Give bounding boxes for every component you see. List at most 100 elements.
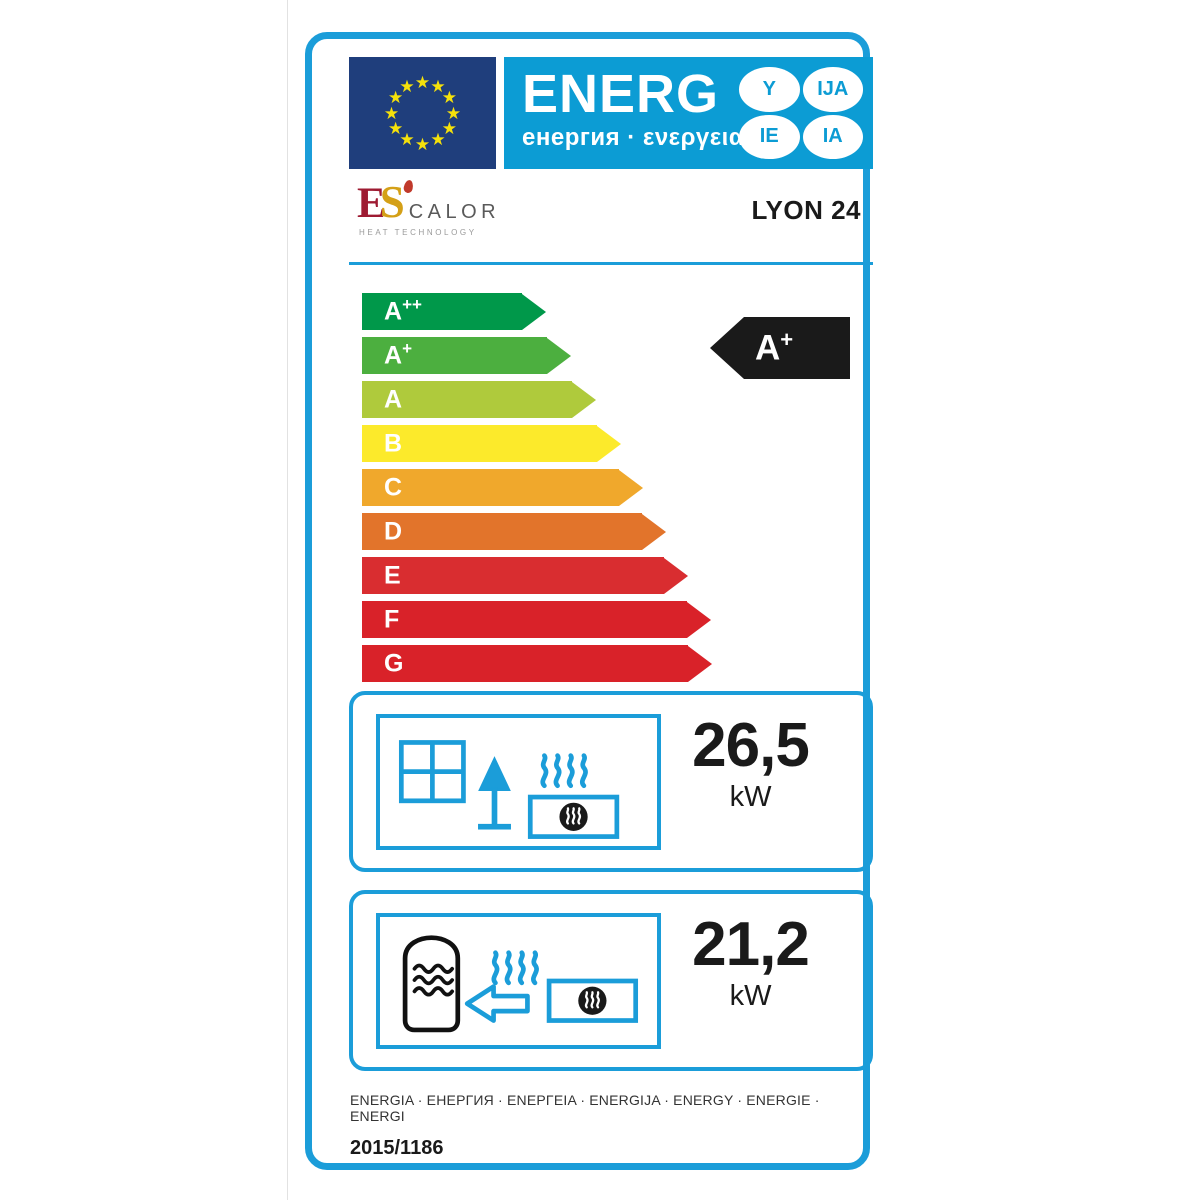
water-heating-unit: kW xyxy=(729,980,772,1012)
water-tank-icon xyxy=(402,935,461,1033)
scale-bar-label: A+ xyxy=(384,338,412,369)
model-name: LYON 24 xyxy=(751,195,861,225)
scale-bar-tip xyxy=(688,645,712,682)
scale-bar-tip xyxy=(522,293,546,330)
scale-bar-C: C xyxy=(362,469,712,506)
scale-bar-superscript: + xyxy=(402,338,412,358)
scale-bar-body xyxy=(362,513,642,550)
eu-star-icon: ★ xyxy=(430,76,446,96)
scale-bar-Aplus: A+ xyxy=(362,337,712,374)
scale-bar-F: F xyxy=(362,601,712,638)
scale-bar-tip xyxy=(642,513,666,550)
scale-bar-tip xyxy=(619,469,643,506)
room-heating-icon-panel xyxy=(376,714,661,850)
scale-bar-label: D xyxy=(384,517,403,545)
rating-badge-text: A+ xyxy=(755,328,793,368)
scale-bar-body xyxy=(362,425,597,462)
scale-bar-body xyxy=(362,601,687,638)
eu-star-icon: ★ xyxy=(414,72,431,92)
up-arrow-icon xyxy=(478,756,511,830)
scale-bar-label: F xyxy=(384,605,400,633)
scale-bar-Aplusplus: A++ xyxy=(362,293,712,330)
stove-icon xyxy=(527,794,620,839)
energ-circle-y: Y xyxy=(739,67,800,112)
scale-bar-body xyxy=(362,557,664,594)
scale-bar-body xyxy=(362,645,688,682)
heat-waves-icon xyxy=(491,950,539,986)
eu-star-icon: ★ xyxy=(399,130,415,150)
rating-superscript: + xyxy=(780,326,794,352)
efficiency-scale: A++ A+ A B C D E F G xyxy=(362,293,712,689)
scale-bar-E: E xyxy=(362,557,712,594)
energ-circle-ija: IJA xyxy=(802,67,863,112)
scale-bar-label: C xyxy=(384,473,403,501)
escalor-logo: E S CALOR HEAT TECHNOLOGY xyxy=(357,177,501,243)
energ-title: ENERG xyxy=(522,64,720,124)
left-arrow-icon xyxy=(464,984,530,1023)
scale-bar-body xyxy=(362,293,522,330)
energ-circle-ia: IA xyxy=(802,114,863,159)
scale-bar-tip xyxy=(597,425,621,462)
page-edge-line xyxy=(287,0,288,1200)
room-heating-value-group: 26,5 kW xyxy=(658,711,843,814)
eu-star-icon: ★ xyxy=(445,103,462,123)
energ-language-circles: Y IJA IE IA xyxy=(739,67,863,159)
room-heating-value: 26,5 xyxy=(692,711,810,780)
stove-icon xyxy=(546,978,639,1023)
logo-tagline: HEAT TECHNOLOGY xyxy=(359,228,477,237)
logo-letter-e: E xyxy=(357,180,386,227)
eu-star-icon: ★ xyxy=(441,119,457,138)
scale-bar-label: B xyxy=(384,429,403,457)
scale-bar-label: A++ xyxy=(384,294,422,325)
scale-bar-body xyxy=(362,381,572,418)
scale-bar-D: D xyxy=(362,513,712,550)
eu-star-icon: ★ xyxy=(388,119,404,138)
scale-bar-G: G xyxy=(362,645,712,682)
water-heating-box: 21,2 kW xyxy=(349,890,873,1071)
scale-bar-tip xyxy=(664,557,688,594)
rating-badge: A+ xyxy=(710,317,850,379)
water-heating-diagram xyxy=(402,935,639,1033)
brand-row: E S CALOR HEAT TECHNOLOGY LYON 24 xyxy=(349,177,873,253)
scale-bar-label: G xyxy=(384,649,404,677)
footer-regulation: 2015/1186 xyxy=(350,1137,444,1159)
scale-bar-body xyxy=(362,469,619,506)
eu-star-icon: ★ xyxy=(441,88,457,107)
eu-star-icon: ★ xyxy=(430,130,446,150)
scale-bar-body xyxy=(362,337,547,374)
scale-bar-superscript: ++ xyxy=(402,294,422,314)
rating-badge-arrow-icon xyxy=(710,317,850,379)
eu-star-icon: ★ xyxy=(399,76,415,96)
room-heating-box: 26,5 kW xyxy=(349,691,873,872)
scale-bar-tip xyxy=(572,381,596,418)
water-heating-icon-panel xyxy=(376,913,661,1049)
eu-flag-icon: ★ ★ ★ ★ ★ ★ ★ ★ ★ ★ ★ ★ xyxy=(349,57,496,169)
window-icon xyxy=(398,740,466,804)
energ-banner: ENERG енергия · ενεργεια Y IJA IE IA xyxy=(504,57,873,169)
energ-subtitle: енергия · ενεργεια xyxy=(522,124,745,151)
energ-wordmark: ENERG енергия · ενεργεια xyxy=(522,65,744,153)
scale-bar-tip xyxy=(687,601,711,638)
energ-circle-ie: IE xyxy=(739,114,800,159)
scale-bar-A: A xyxy=(362,381,712,418)
header-separator xyxy=(349,262,873,265)
logo-word-calor: CALOR xyxy=(408,201,501,223)
heat-waves-icon xyxy=(540,753,588,789)
eu-star-icon: ★ xyxy=(414,134,431,154)
rating-class: A xyxy=(755,328,781,368)
scale-bar-tip xyxy=(547,337,571,374)
room-heating-diagram xyxy=(398,740,620,839)
scale-bar-B: B xyxy=(362,425,712,462)
logo-marks: E S CALOR xyxy=(357,177,501,227)
eu-star-icon: ★ xyxy=(388,88,404,107)
footer-languages: ENERGIA · ЕНЕРГИЯ · ΕΝΕΡΓΕΙΑ · ENERGIJA … xyxy=(350,1092,820,1124)
scale-bar-label: A xyxy=(384,385,403,413)
logo-letter-s: S xyxy=(379,177,405,227)
scale-bar-label: E xyxy=(384,561,401,589)
water-heating-value: 21,2 xyxy=(692,910,810,979)
eu-star-icon: ★ xyxy=(383,103,400,123)
water-heating-value-group: 21,2 kW xyxy=(658,910,843,1013)
room-heating-unit: kW xyxy=(729,781,772,813)
